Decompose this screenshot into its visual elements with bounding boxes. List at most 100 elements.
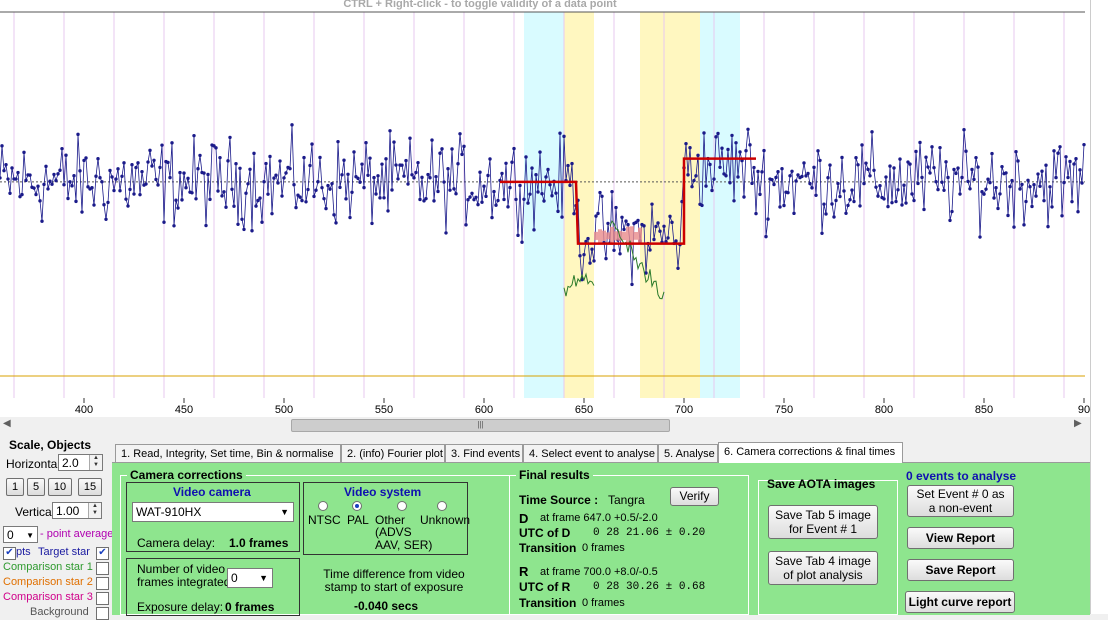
x-tick-label: 750 [775,404,793,416]
data-point [170,141,174,145]
spinner-arrows-icon[interactable]: ▲ ▼ [88,503,101,518]
data-point [380,162,384,166]
data-point [956,166,960,170]
data-point [1012,225,1016,229]
vertical-scale-spinner[interactable]: 1.00 ▲ ▼ [52,502,102,519]
data-point [1072,162,1076,166]
pal-radio[interactable] [352,501,362,511]
set-non-event-button[interactable]: Set Event # 0 as a non-event [907,485,1014,517]
data-point [214,146,218,150]
data-point [482,184,486,188]
comparison-star-3-checkbox[interactable] [96,592,109,605]
data-point [92,203,96,207]
data-point [1030,204,1034,209]
horizontal-scale-spinner[interactable]: 2.0 ▲ ▼ [58,454,103,471]
frames-integrated-label: Number of video frames integrated [137,562,231,589]
data-point [4,162,8,167]
tab-read-integrity[interactable]: 1. Read, Integrity, Set time, Bin & norm… [115,444,341,462]
light-curve-report-button[interactable]: Light curve report [905,591,1015,613]
target-star-checkbox[interactable]: ✔ [96,547,109,560]
data-point [812,165,816,170]
tab-find-events[interactable]: 3. Find events [445,444,523,462]
data-point [220,194,224,198]
data-point [888,164,892,168]
scrollbar-thumb[interactable]: ||| [291,419,670,432]
video-camera-box: Video camera WAT-910HX ▼ Camera delay: 1… [126,482,300,552]
data-point [816,149,820,153]
data-point [288,166,292,171]
tab-fourier-plot[interactable]: 2. (info) Fourier plot [341,444,445,462]
data-point [150,164,154,168]
data-point [854,156,858,160]
data-point [292,183,296,187]
frames-integrated-select[interactable]: 0 ▼ [227,568,273,588]
data-point [342,158,346,162]
plot-horizontal-scrollbar[interactable]: ◀ ||| ▶ [0,417,1090,432]
scale-button-5[interactable]: 5 [27,478,45,496]
scroll-right-icon[interactable]: ▶ [1074,418,1082,429]
d-frame-value: at frame 647.0 +0.5/-2.0 [540,512,658,524]
scale-button-15[interactable]: 15 [78,478,102,496]
data-point [520,240,524,244]
data-point [300,198,304,203]
light-curve-plot[interactable]: 400 450 500 550 600 650 700 750 800 850 90 CTRL + … [0,0,1090,418]
chevron-down-icon: ▼ [259,573,268,583]
data-point [332,213,336,217]
data-point [274,173,278,177]
data-point [446,167,450,171]
data-point [586,236,590,241]
unknown-radio[interactable] [437,501,447,511]
chevron-down-icon: ▼ [26,531,34,540]
data-point [670,220,674,225]
data-point [788,174,792,178]
comparison-star-1-checkbox[interactable] [96,562,109,575]
data-point [804,174,808,178]
data-point [68,180,72,184]
save-tab4-image-button[interactable]: Save Tab 4 image of plot analysis [768,551,878,585]
data-point [910,192,914,196]
data-point [112,188,116,193]
data-point [464,223,468,227]
save-report-button[interactable]: Save Report [907,559,1014,581]
data-point [290,123,294,127]
data-point [598,190,602,195]
data-point [626,222,630,227]
scroll-left-icon[interactable]: ◀ [3,418,11,429]
point-average-select[interactable]: 0 ▼ [3,526,38,543]
data-point [224,205,228,209]
comparison-star-2-checkbox[interactable] [96,577,109,590]
scale-button-1[interactable]: 1 [6,478,24,496]
data-point [114,177,118,181]
data-point [832,215,836,219]
data-point [316,180,320,184]
data-point [874,185,878,189]
data-point [1022,223,1026,227]
save-tab5-image-button[interactable]: Save Tab 5 image for Event # 1 [768,505,878,539]
camera-model-select[interactable]: WAT-910HX ▼ [132,502,294,522]
light-curve-svg[interactable]: 400 450 500 550 600 650 700 750 800 850 90 [0,0,1090,418]
tab-analyse[interactable]: 5. Analyse [658,444,718,462]
ntsc-radio[interactable] [318,501,328,511]
data-point [258,196,262,200]
other-radio[interactable] [397,501,407,511]
pts-checkbox[interactable]: ✔ [3,547,16,560]
camera-model-value: WAT-910HX [136,505,202,519]
data-point [268,154,272,159]
tab-select-event[interactable]: 4. Select event to analyse [523,444,658,462]
verify-button[interactable]: Verify [670,487,719,506]
data-point [558,131,562,135]
data-point [728,181,732,185]
data-point [668,214,672,219]
tab-camera-corrections[interactable]: 6. Camera corrections & final times [718,442,903,463]
data-point [474,195,478,199]
data-point [936,187,940,192]
data-point [14,177,18,181]
data-point [120,174,124,178]
r-transition-value: 0 frames [582,597,625,609]
data-point [390,188,394,192]
spinner-arrows-icon[interactable]: ▲ ▼ [89,455,102,470]
data-point [110,175,114,179]
scale-button-10[interactable]: 10 [48,478,72,496]
exposure-delay-label: Exposure delay: [137,600,224,614]
view-report-button[interactable]: View Report [907,527,1014,549]
